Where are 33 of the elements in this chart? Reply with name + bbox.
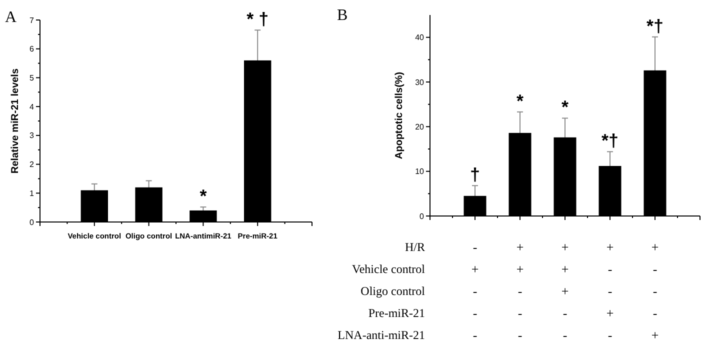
text: Pre-miR-21 [368, 306, 425, 320]
annotation: *† [646, 16, 664, 36]
annotation: * [561, 97, 569, 118]
annotation: *† [601, 130, 619, 151]
y-tick-label: 1 [30, 188, 35, 198]
y-tick-label: 30 [415, 78, 425, 87]
y-tick-label: 20 [415, 122, 425, 132]
y-tick-label: 0 [30, 218, 35, 227]
annotation: * [200, 186, 207, 206]
x-tick-label: + + + - - [561, 240, 569, 343]
x-tick-label: - + - - - [471, 240, 479, 343]
chart-title: B [337, 7, 348, 24]
y-tick-label: 10 [415, 167, 425, 176]
y-axis-title: Apoptotic cells(%) [394, 72, 405, 160]
y-axis-title: Relative miR-21 levels [10, 68, 21, 174]
y-tick-label: 4 [30, 102, 35, 112]
annotation: * [516, 90, 524, 111]
annotation: † [470, 164, 480, 185]
annotation: * † [246, 9, 269, 30]
text: LNA-anti-miR-21 [338, 328, 425, 342]
y-tick-label: 40 [415, 33, 425, 42]
x-tick-label: + - - - + [651, 240, 659, 343]
y-tick-label: 7 [30, 16, 35, 25]
y-tick-label: 6 [30, 44, 35, 54]
text: H/R [404, 240, 425, 254]
x-tick-label: + - - + - [606, 240, 614, 343]
chart-title: A [5, 9, 17, 26]
text: Vehicle control [352, 262, 426, 276]
x-tick-label: + + - - - [516, 240, 524, 343]
y-tick-label: 2 [30, 160, 35, 170]
y-tick-label: 5 [30, 74, 35, 83]
y-tick-label: 3 [30, 131, 35, 140]
y-tick-label: 0 [420, 212, 425, 221]
